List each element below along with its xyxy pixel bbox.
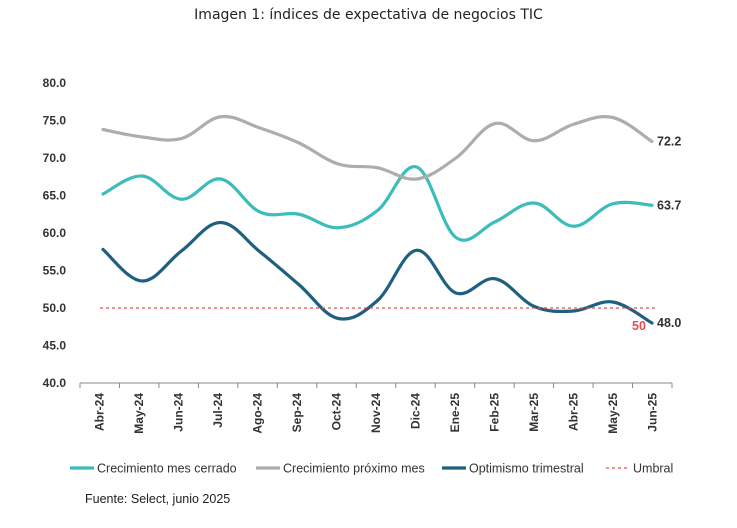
chart-title: Imagen 1: índices de expectativa de nego… [194, 7, 543, 23]
legend: Crecimiento mes cerrado Crecimiento próxi… [70, 462, 673, 476]
x-tick-label: Ago-24 [251, 393, 265, 434]
x-tick-label: Abr-24 [93, 393, 107, 431]
series-lines [100, 114, 657, 325]
x-tick-label: May-24 [132, 393, 146, 434]
x-tick-label: Ene-25 [448, 393, 462, 433]
legend-label-umbral: Umbral [633, 462, 673, 476]
axes [79, 382, 673, 388]
y-tick-label: 60.0 [43, 226, 67, 240]
x-tick-label: Jun-25 [645, 393, 659, 432]
x-tick-label: Dic-24 [408, 393, 422, 429]
y-tick-label: 50.0 [43, 301, 67, 315]
x-tick-label: Abr-25 [566, 393, 580, 431]
end-labels: 63.7 72.2 48.0 50 [632, 135, 681, 334]
legend-label-optimismo-trimestral: Optimismo trimestral [469, 462, 584, 476]
x-tick-label: Feb-25 [487, 393, 501, 432]
x-axis-ticks: Abr-24 May-24 Jun-24 Jul-24 Ago-24 Sep-24 Oct-… [93, 393, 660, 434]
end-label-crecimiento-mes-cerrado: 63.7 [657, 198, 681, 212]
y-tick-label: 65.0 [43, 189, 67, 203]
legend-label-crecimiento-proximo-mes: Crecimiento próximo mes [283, 462, 425, 476]
source-note: Fuente: Select, junio 2025 [85, 492, 231, 506]
end-label-optimismo-trimestral: 48.0 [657, 316, 681, 330]
end-label-crecimiento-proximo-mes: 72.2 [657, 135, 681, 149]
y-tick-label: 40.0 [43, 376, 67, 390]
legend-label-crecimiento-mes-cerrado: Crecimiento mes cerrado [97, 462, 237, 476]
y-tick-label: 45.0 [43, 339, 67, 353]
y-axis-ticks: 80.0 75.0 70.0 65.0 60.0 55.0 50.0 45.0 40.0 [43, 76, 67, 390]
x-tick-label: Jun-24 [172, 393, 186, 432]
x-tick-label: Sep-24 [290, 393, 304, 433]
end-label-umbral: 50 [632, 319, 646, 333]
y-tick-label: 55.0 [43, 264, 67, 278]
series-line-crecimiento-mes-cerrado [101, 165, 654, 242]
y-tick-label: 70.0 [43, 151, 67, 165]
x-tick-label: Oct-24 [330, 393, 344, 431]
x-tick-label: Jul-24 [211, 393, 225, 428]
x-tick-label: Nov-24 [369, 393, 383, 433]
y-tick-label: 80.0 [43, 76, 67, 90]
y-tick-label: 75.0 [43, 114, 67, 128]
series-line-optimismo-trimestral [101, 220, 654, 325]
x-tick-label: Mar-25 [527, 393, 541, 432]
series-line-crecimiento-proximo-mes [101, 114, 654, 181]
x-tick-label: May-25 [606, 393, 620, 434]
